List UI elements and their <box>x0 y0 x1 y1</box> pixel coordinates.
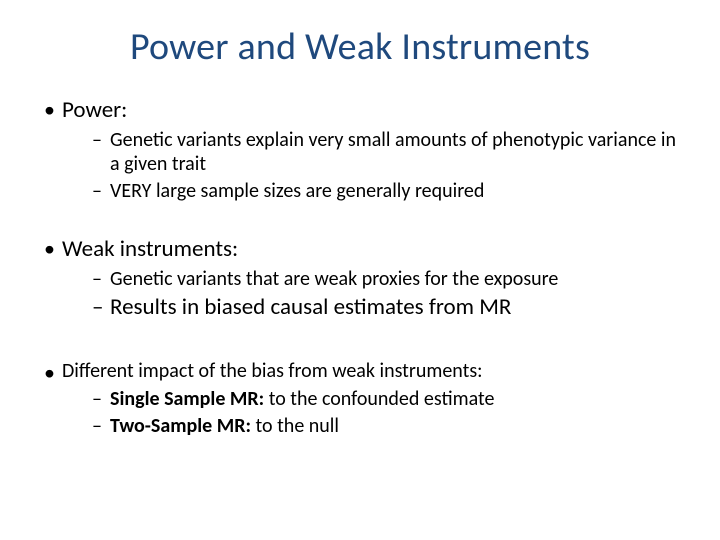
bullet-weak-subs: Genetic variants that are weak proxies f… <box>62 267 680 321</box>
impact-sub-1: Two-Sample MR: to the null <box>92 414 680 438</box>
weak-sub-0: Genetic variants that are weak proxies f… <box>92 267 680 291</box>
power-sub-0: Genetic variants explain very small amou… <box>92 128 680 177</box>
slide-title: Power and Weak Instruments <box>40 24 680 70</box>
bullet-power: Power: Genetic variants explain very sma… <box>40 96 680 203</box>
impact-sub-1-bold: Two-Sample MR: <box>110 414 251 438</box>
power-sub-1: VERY large sample sizes are generally re… <box>92 179 680 203</box>
bullet-power-label: Power: <box>62 96 127 124</box>
impact-sub-0-bold: Single Sample MR: <box>110 387 264 411</box>
impact-sub-0-rest: to the confounded estimate <box>264 387 494 411</box>
weak-sub-1: Results in biased causal estimates from … <box>92 293 680 321</box>
spacer <box>40 325 680 355</box>
bullet-impact-subs: Single Sample MR: to the confounded esti… <box>62 387 680 438</box>
bullet-weak: Weak instruments: Genetic variants that … <box>40 235 680 321</box>
bullet-weak-label: Weak instruments: <box>62 235 238 263</box>
impact-sub-0: Single Sample MR: to the confounded esti… <box>92 387 680 411</box>
impact-sub-1-rest: to the null <box>251 414 339 438</box>
bullet-list: Power: Genetic variants explain very sma… <box>40 96 680 438</box>
bullet-impact: Different impact of the bias from weak i… <box>40 359 680 438</box>
bullet-impact-label: Different impact of the bias from weak i… <box>62 359 483 383</box>
bullet-power-subs: Genetic variants explain very small amou… <box>62 128 680 203</box>
spacer <box>40 207 680 231</box>
